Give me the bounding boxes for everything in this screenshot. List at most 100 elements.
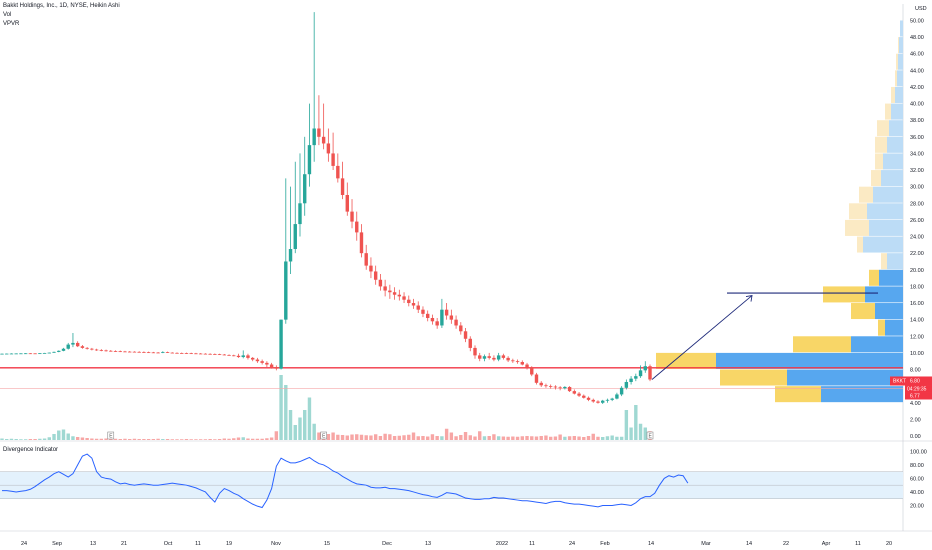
candle-body (454, 319, 458, 326)
volume-bar (156, 438, 160, 440)
candle-body (530, 367, 534, 375)
candle-body (208, 353, 212, 355)
volume-bar (165, 439, 170, 440)
volume-bar (232, 438, 236, 440)
volume-bar (487, 436, 491, 440)
price-tick-label: 30.00 (910, 185, 924, 191)
vpvr-up-bar (887, 253, 903, 270)
candle-body (345, 194, 349, 212)
candle-body (180, 353, 184, 354)
candle-body (407, 299, 411, 304)
volume-bar (459, 435, 463, 440)
volume-bar (33, 439, 37, 440)
candle-body (326, 143, 331, 154)
price-tick-label: 4.00 (910, 401, 921, 407)
volume-bar (539, 436, 543, 440)
vpvr-up-bar (897, 70, 903, 87)
volume-bar (161, 439, 165, 440)
candle-body (23, 353, 28, 355)
earnings-marker-label: E (649, 433, 653, 439)
candle-body (421, 309, 425, 314)
candle-body (194, 353, 198, 355)
candle-body (38, 353, 42, 355)
volume-bar (198, 439, 203, 440)
countdown-text: 04:29:35 (907, 386, 927, 392)
candle-body (411, 303, 416, 306)
price-tick-label: 24.00 (910, 235, 924, 241)
candle-body (582, 395, 586, 398)
candle-body (601, 400, 605, 403)
candle-body (426, 313, 430, 318)
volume-bar (326, 434, 331, 440)
volume-bar (71, 436, 75, 440)
vpvr-up-bar (881, 170, 903, 187)
vpvr-down-bar (895, 70, 897, 87)
candle-body (619, 387, 624, 395)
volume-bar (643, 427, 647, 440)
candle-body (563, 386, 567, 389)
volume-bar (416, 436, 420, 440)
candle-body (279, 319, 283, 369)
volume-bar (340, 435, 345, 440)
price-tick-label: 42.00 (910, 85, 924, 91)
time-tick-label: 13 (425, 541, 431, 547)
volume-bar (303, 410, 307, 440)
candle-body (109, 350, 113, 352)
candle-body (33, 353, 37, 355)
divergence-indicator-pane: 100.00 80.00 60.00 40.00 20.00 (0, 449, 927, 509)
volume-bar (388, 434, 392, 440)
candle-body (5, 353, 9, 355)
volume-bar (213, 439, 217, 440)
candle-body (156, 352, 160, 354)
second-price-badge (905, 392, 932, 400)
indicator-tick-label: 80.00 (910, 463, 924, 469)
vpvr-down-bar (851, 303, 875, 320)
candle-body (331, 153, 335, 166)
vpvr-down-bar (656, 352, 716, 369)
vpvr-up-bar (899, 37, 903, 54)
vpvr-legend: VPVR (3, 21, 20, 27)
candle-body (217, 354, 222, 356)
candle-body (572, 391, 577, 394)
candle-body (151, 352, 156, 354)
vpvr-up-bar (873, 186, 903, 203)
vpvr-up-bar (865, 286, 903, 303)
volume-bar (255, 438, 260, 440)
price-tick-label: 20.00 (910, 268, 924, 274)
grid (0, 4, 932, 532)
time-tick-label: Oct (164, 541, 173, 547)
candle-body (260, 361, 264, 363)
candle-body (236, 355, 241, 358)
volume-bar (364, 435, 368, 440)
time-tick-label: 2022 (496, 541, 508, 547)
volume-bar (511, 436, 515, 440)
volume-bar (605, 436, 610, 440)
vpvr-down-bar (845, 219, 869, 236)
candle-body (492, 357, 496, 360)
volume-bar (407, 434, 411, 440)
volume-bar (241, 437, 245, 440)
indicator-legend: Divergence Indicator (3, 447, 59, 453)
candle-body (184, 353, 189, 354)
candle-body (265, 362, 269, 365)
candle-body (227, 354, 231, 356)
candle-body (544, 385, 548, 387)
candle-body (397, 294, 402, 297)
volume-bar (284, 385, 288, 440)
vpvr-up-bar (898, 53, 903, 70)
candle-body (269, 364, 274, 368)
drawn-levels (0, 292, 903, 389)
vpvr-down-bar (823, 286, 865, 303)
candle-body (567, 386, 572, 392)
vpvr-up-bar (887, 136, 903, 153)
vpvr-up-bar (879, 269, 903, 286)
volume-bar (610, 435, 614, 440)
candle-body (189, 353, 193, 355)
time-tick-label: 14 (746, 541, 752, 547)
volume-bar (42, 438, 47, 440)
candle-body (66, 344, 70, 349)
price-tick-label: 22.00 (910, 251, 924, 257)
volume-bar (28, 439, 33, 440)
